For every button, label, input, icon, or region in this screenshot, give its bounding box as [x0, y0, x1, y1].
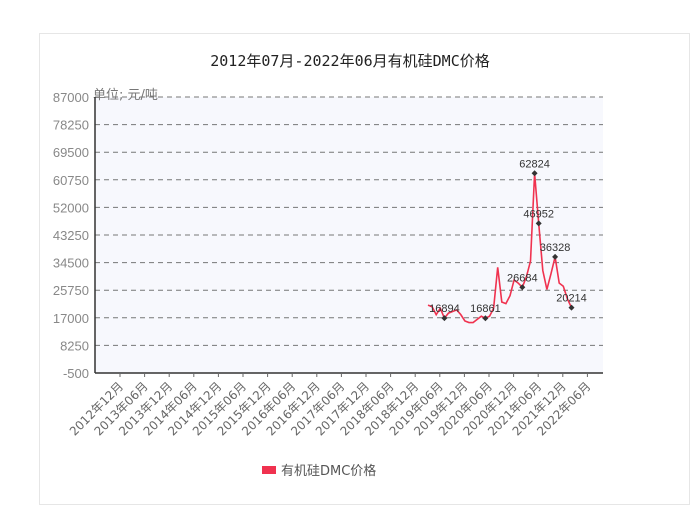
legend-label: 有机硅DMC价格 [281, 464, 377, 479]
data-point-label: 62824 [519, 158, 550, 170]
chart-legend[interactable]: 有机硅DMC价格 [262, 460, 376, 479]
price-line [427, 173, 573, 324]
y-tick-label: 52000 [53, 200, 89, 215]
line-chart: 87000 78250 69500 60750 52000 43250 34500 25750… [53, 88, 603, 438]
legend-swatch [262, 465, 276, 474]
data-point-marker[interactable] [441, 315, 448, 322]
data-point-label: 20214 [556, 293, 587, 305]
unit-label: 单位; 元/吨 [93, 88, 158, 103]
y-tick-label: 8250 [60, 338, 89, 353]
y-tick-label: 69500 [53, 145, 89, 160]
y-tick-label: 25750 [53, 283, 89, 298]
y-tick-label: 34500 [53, 256, 89, 271]
data-point-marker[interactable] [552, 253, 559, 260]
data-point-label: 16894 [429, 303, 460, 315]
y-tick-label: 43250 [53, 228, 89, 243]
y-tick-label: 60750 [53, 173, 89, 188]
chart-title: 2012年07月-2022年06月有机硅DMC价格 [210, 52, 490, 70]
data-point-label: 36328 [540, 242, 571, 254]
data-point-label: 46952 [523, 208, 554, 220]
data-point-marker[interactable] [482, 315, 489, 322]
y-tick-label: -500 [63, 366, 89, 381]
data-point-marker[interactable] [519, 284, 526, 291]
y-tick-label: 17000 [53, 311, 89, 326]
data-point-label: 16861 [470, 303, 501, 315]
y-tick-label: 78250 [53, 118, 89, 133]
data-point-marker[interactable] [535, 220, 542, 227]
y-tick-label: 87000 [53, 90, 89, 105]
data-point-label: 26684 [507, 272, 538, 284]
data-point-marker[interactable] [531, 170, 538, 177]
data-point-marker[interactable] [568, 304, 575, 311]
